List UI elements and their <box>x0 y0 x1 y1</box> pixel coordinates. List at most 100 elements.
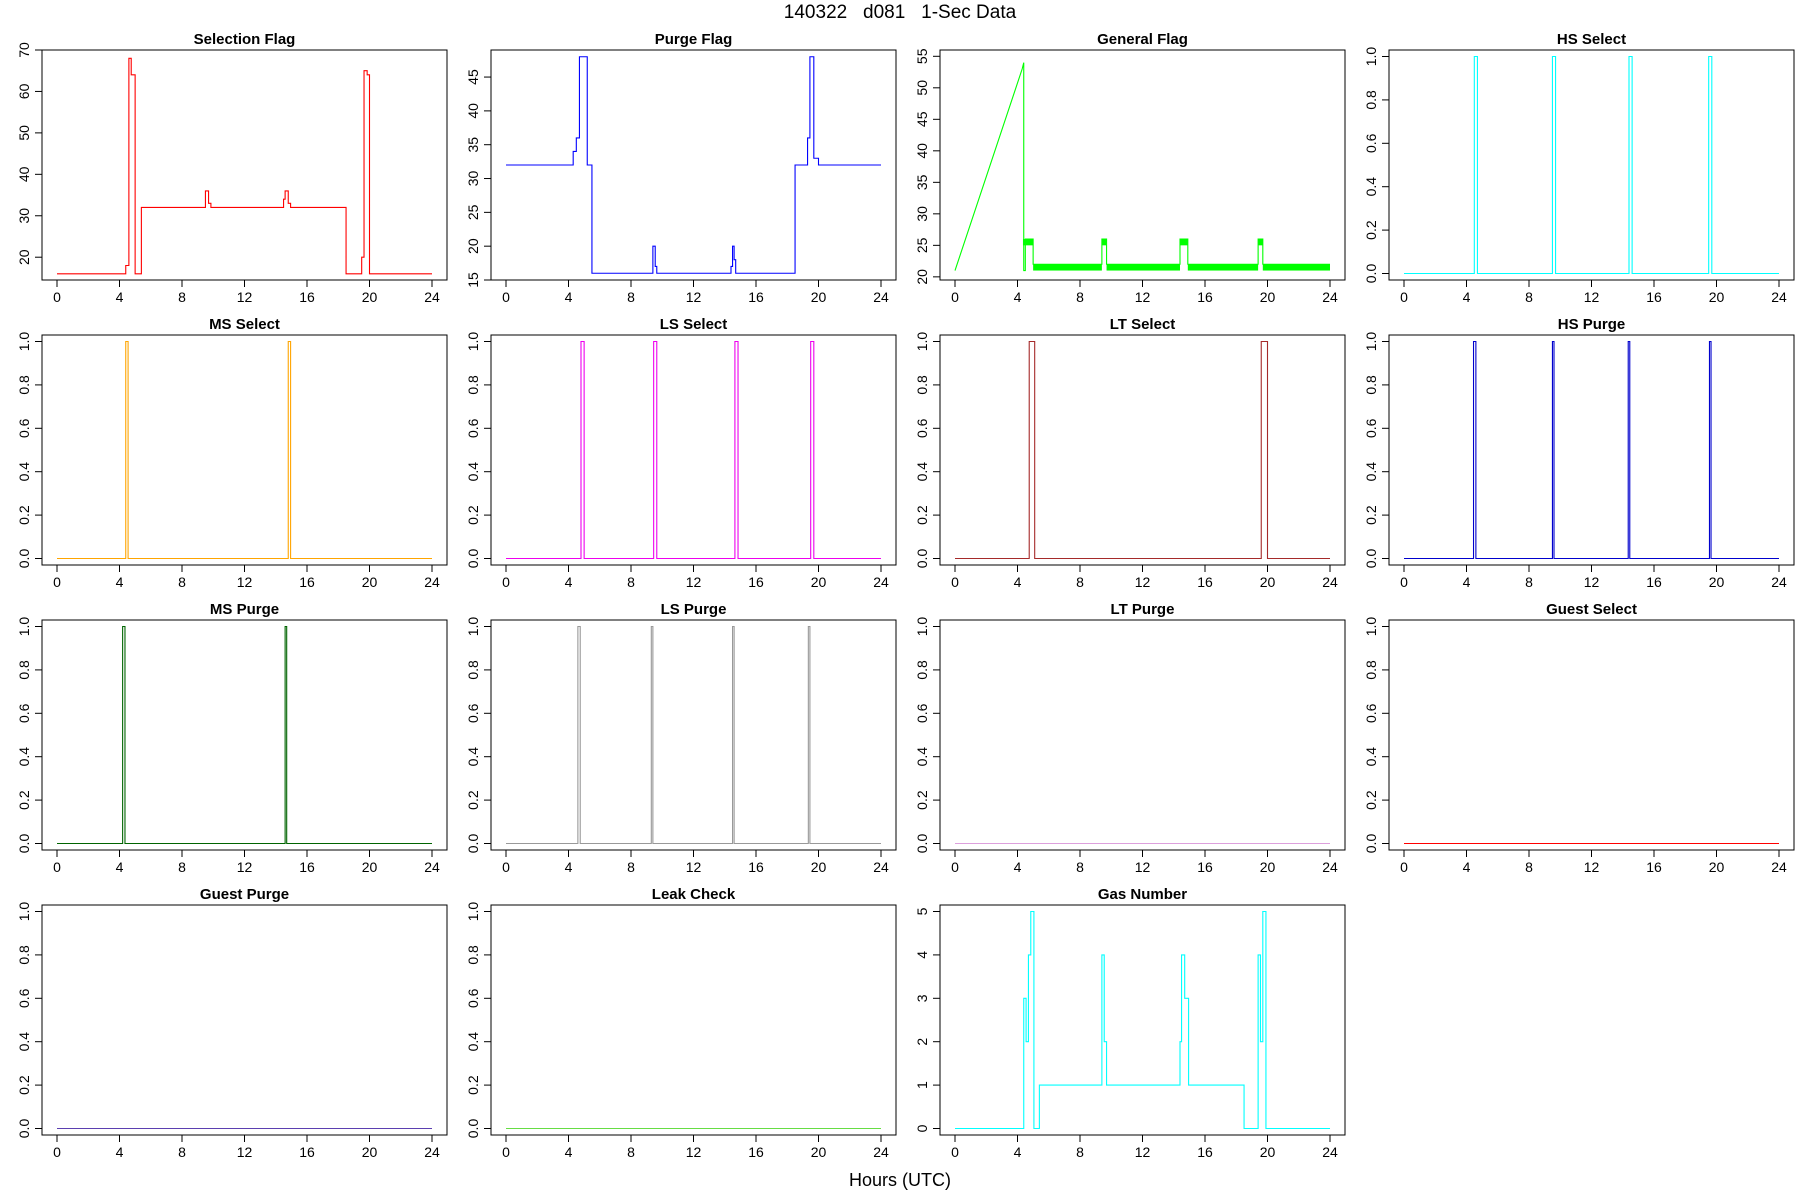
x-tick-label: 0 <box>1400 574 1408 590</box>
plot-area-leak-check: Leak Check 0 4 8 12 16 20 24 0.0 0.2 0.4 0.6 0.8 1.0 <box>465 886 897 1160</box>
y-tick-label: 0.4 <box>465 462 481 482</box>
panel-guest-select: Guest Select 0 4 8 12 16 20 24 0.0 0.2 0.4 0.6 0.8 1.… <box>1347 596 1800 884</box>
x-tick-label: 8 <box>1525 859 1533 875</box>
chart-hs-select: HS Select 0 4 8 12 16 20 24 0.0 0.2 0.4 0.6 0.8 1.0 <box>1363 31 1795 305</box>
x-tick-label: 0 <box>502 574 510 590</box>
y-tick-label: 35 <box>914 174 930 190</box>
y-tick-label: 1.0 <box>1363 47 1379 67</box>
y-tick-label: 0.4 <box>16 462 32 482</box>
x-tick-label: 0 <box>53 1144 61 1160</box>
y-tick-label: 0.4 <box>465 747 481 767</box>
y-tick-label: 0.2 <box>914 790 930 810</box>
chart-leak-check: Leak Check 0 4 8 12 16 20 24 0.0 0.2 0.4 0.6 0.8 1.0 <box>465 886 897 1160</box>
panel-ms-select: MS Select 0 4 8 12 16 20 24 0.0 0.2 0.4 0.6 0.8 1.0 <box>0 311 453 599</box>
y-tick-label: 1.0 <box>1363 617 1379 637</box>
series-line-ms-purge <box>57 625 432 845</box>
x-tick-label: 4 <box>1014 574 1022 590</box>
data-band <box>1022 239 1034 246</box>
y-tick-label: 0.2 <box>1363 220 1379 240</box>
data-band <box>1106 264 1180 271</box>
panel-title: General Flag <box>1097 31 1188 48</box>
main-title: 140322 d081 1-Sec Data <box>783 2 1017 23</box>
y-tick-label: 0.0 <box>914 549 930 569</box>
x-tick-label: 24 <box>873 859 889 875</box>
y-tick-label: 1.0 <box>16 617 32 637</box>
y-tick-label: 0 <box>914 1124 930 1132</box>
x-tick-label: 4 <box>1014 859 1022 875</box>
x-tick-label: 20 <box>1260 574 1276 590</box>
y-tick-label: 1.0 <box>465 902 481 922</box>
panel-gas-number: Gas Number 0 4 8 12 16 20 24 0 1 2 3 4 5 <box>898 881 1351 1169</box>
x-axis-title: Hours (UTC) <box>849 1170 951 1190</box>
x-tick-label: 20 <box>1709 859 1725 875</box>
y-tick-label: 1.0 <box>465 332 481 352</box>
x-tick-label: 12 <box>1135 859 1151 875</box>
x-tick-label: 24 <box>873 1144 889 1160</box>
x-tick-label: 8 <box>1076 859 1084 875</box>
panel-purge-flag: Purge Flag 0 4 8 12 16 20 24 15 20 25 30 35 40 45 <box>449 26 902 314</box>
x-tick-label: 12 <box>686 289 702 305</box>
x-tick-label: 12 <box>1584 289 1600 305</box>
panel-lt-select: LT Select 0 4 8 12 16 20 24 0.0 0.2 0.4 0.6 0.8 1.0 <box>898 311 1351 599</box>
plot-area-general-flag: General Flag 0 4 8 12 16 20 24 20 25 30 35 40 45 50 55 <box>914 31 1346 305</box>
x-tick-label: 8 <box>627 289 635 305</box>
y-tick-label: 0.2 <box>465 790 481 810</box>
x-tick-label: 0 <box>1400 289 1408 305</box>
x-tick-label: 4 <box>116 574 124 590</box>
x-tick-label: 16 <box>748 574 764 590</box>
panel-title: Guest Select <box>1546 601 1637 618</box>
data-band <box>1101 239 1107 246</box>
chart-ls-select: LS Select 0 4 8 12 16 20 24 0.0 0.2 0.4 0.6 0.8 1.0 <box>465 316 897 590</box>
plot-frame <box>490 619 897 851</box>
y-tick-label: 0.0 <box>1363 549 1379 569</box>
y-tick-label: 40 <box>465 103 481 119</box>
plot-area-ls-purge: LS Purge 0 4 8 12 16 20 24 0.0 0.2 0.4 0.6 0.8 1.0 <box>465 601 897 875</box>
y-tick-label: 20 <box>16 249 32 265</box>
y-tick-label: 0.2 <box>465 1075 481 1095</box>
y-tick-label: 40 <box>16 166 32 182</box>
x-tick-label: 20 <box>811 289 827 305</box>
x-tick-label: 16 <box>1197 289 1213 305</box>
plot-area-lt-select: LT Select 0 4 8 12 16 20 24 0.0 0.2 0.4 0.6 0.8 1.0 <box>914 316 1346 590</box>
x-tick-label: 0 <box>502 1144 510 1160</box>
chart-selection-flag: Selection Flag 0 4 8 12 16 20 24 20 30 40 50 60 70 <box>16 31 448 305</box>
x-tick-label: 24 <box>1771 859 1787 875</box>
y-tick-label: 0.8 <box>465 375 481 395</box>
series-line-lt-select <box>955 340 1330 560</box>
plot-frame <box>41 619 448 851</box>
x-tick-label: 20 <box>811 859 827 875</box>
y-tick-label: 0.4 <box>914 462 930 482</box>
y-tick-label: 45 <box>914 111 930 127</box>
y-tick-label: 20 <box>465 238 481 254</box>
x-tick-label: 4 <box>565 1144 573 1160</box>
x-tick-label: 8 <box>1076 289 1084 305</box>
plot-frame <box>490 334 897 566</box>
panel-title: Gas Number <box>1098 886 1187 903</box>
y-tick-label: 0.0 <box>16 834 32 854</box>
y-tick-label: 50 <box>16 125 32 141</box>
panel-title: Purge Flag <box>655 31 733 48</box>
plot-area-hs-select: HS Select 0 4 8 12 16 20 24 0.0 0.2 0.4 0.6 0.8 1.0 <box>1363 31 1795 305</box>
plot-frame <box>490 904 897 1136</box>
y-tick-label: 0.6 <box>465 703 481 723</box>
y-tick-label: 0.8 <box>1363 375 1379 395</box>
chart-lt-select: LT Select 0 4 8 12 16 20 24 0.0 0.2 0.4 0.6 0.8 1.0 <box>914 316 1346 590</box>
x-tick-label: 0 <box>53 574 61 590</box>
plot-area-purge-flag: Purge Flag 0 4 8 12 16 20 24 15 20 25 30 35 40 45 <box>465 31 897 305</box>
y-tick-label: 70 <box>16 42 32 58</box>
plot-frame <box>1388 619 1795 851</box>
series-line-ls-select <box>506 340 881 560</box>
y-tick-label: 0.2 <box>16 505 32 525</box>
y-tick-label: 0.2 <box>465 505 481 525</box>
panel-guest-purge: Guest Purge 0 4 8 12 16 20 24 0.0 0.2 0.4 0.6 0.8 1.0 <box>0 881 453 1169</box>
x-tick-label: 12 <box>237 574 253 590</box>
series-line-ls-purge <box>506 625 881 845</box>
x-tick-label: 12 <box>237 1144 253 1160</box>
plot-area-guest-select: Guest Select 0 4 8 12 16 20 24 0.0 0.2 0.4 0.6 0.8 1.… <box>1363 601 1795 875</box>
y-tick-label: 55 <box>914 48 930 64</box>
plot-area-ms-select: MS Select 0 4 8 12 16 20 24 0.0 0.2 0.4 0.6 0.8 1.0 <box>16 316 448 590</box>
x-tick-label: 24 <box>1322 859 1338 875</box>
x-tick-label: 0 <box>502 859 510 875</box>
panel-title: LS Select <box>660 316 728 333</box>
